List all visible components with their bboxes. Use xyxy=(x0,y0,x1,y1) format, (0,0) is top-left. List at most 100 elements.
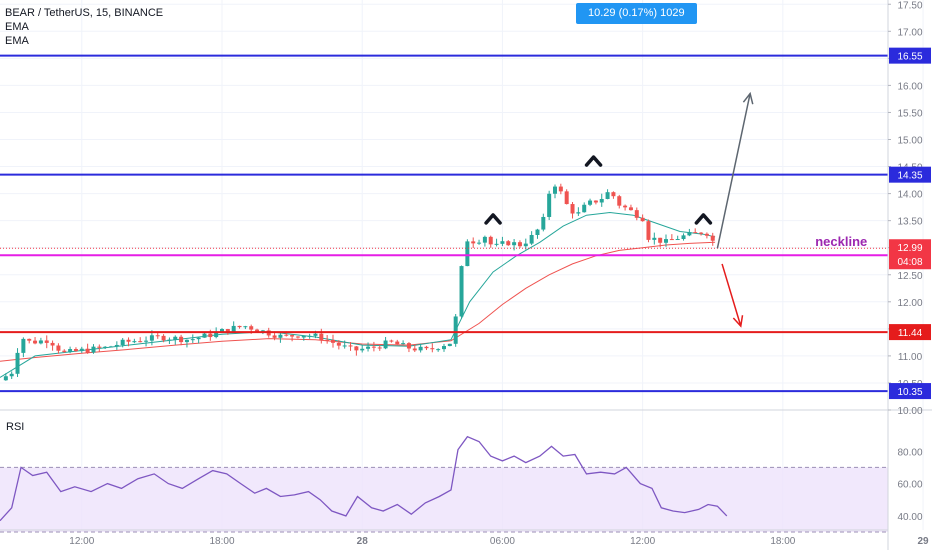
candle-body xyxy=(295,336,300,338)
candle-body xyxy=(225,329,230,332)
rsi-line xyxy=(0,435,728,522)
pattern-marker[interactable] xyxy=(484,213,502,225)
trend-arrow[interactable] xyxy=(716,93,751,249)
candle-body xyxy=(500,241,505,244)
candle-body xyxy=(675,239,680,241)
candle-body xyxy=(190,339,195,341)
candle-body xyxy=(512,242,517,246)
rsi-tick-label: 40.00 xyxy=(897,512,922,523)
candle-body xyxy=(541,216,546,230)
price-tick-label: 17.50 xyxy=(897,0,922,11)
candle-body xyxy=(38,340,43,344)
time-tick-label: 06:00 xyxy=(490,536,515,547)
candle-body xyxy=(506,241,511,246)
rsi-tick-label: 60.00 xyxy=(897,480,922,491)
level-price-label: 11.44 xyxy=(898,328,923,339)
measure-tooltip: 10.29 (0.17%) 1029 xyxy=(576,3,697,24)
candle-body xyxy=(231,325,236,332)
trend-arrow[interactable] xyxy=(721,263,742,327)
candle-body xyxy=(278,334,283,338)
candle-body xyxy=(640,217,645,222)
candle-body xyxy=(50,342,55,346)
candle-body xyxy=(517,242,522,247)
candle-body xyxy=(342,345,347,347)
level-price-label: 10.35 xyxy=(897,387,922,398)
candle-body xyxy=(161,335,166,341)
ema-legend-2[interactable]: EMA xyxy=(5,35,29,47)
price-tick-label: 15.50 xyxy=(897,108,922,119)
candle-body xyxy=(272,335,277,338)
candle-body xyxy=(290,335,295,337)
horizontal-levels[interactable] xyxy=(0,54,888,393)
candle-body xyxy=(243,326,248,328)
candle-body xyxy=(114,344,119,347)
candle-body xyxy=(570,204,575,214)
time-tick-label: 12:00 xyxy=(630,536,655,547)
candle-body xyxy=(459,266,464,317)
candle-body xyxy=(255,329,260,332)
symbol-title[interactable]: BEAR / TetherUS, 15, BINANCE xyxy=(5,7,164,19)
candle-body xyxy=(348,345,353,347)
pattern-marker[interactable] xyxy=(694,213,713,225)
candle-body xyxy=(699,232,704,234)
candle-body xyxy=(284,334,289,336)
candle-body xyxy=(3,376,8,381)
candles xyxy=(3,183,715,381)
rsi-label[interactable]: RSI xyxy=(6,421,25,433)
candle-body xyxy=(523,243,528,247)
level-price-label: 14.35 xyxy=(897,171,922,182)
candle-body xyxy=(109,346,113,348)
candle-body xyxy=(208,333,213,338)
candle-body xyxy=(179,336,184,343)
candle-body xyxy=(27,338,32,341)
candle-body xyxy=(360,348,365,351)
candle-body xyxy=(547,193,552,217)
annotations[interactable]: neckline xyxy=(484,91,867,328)
candle-body xyxy=(336,342,341,346)
candle-body xyxy=(664,239,668,243)
candle-body xyxy=(564,191,569,205)
price-tick-label: 12.50 xyxy=(897,271,922,282)
candle-body xyxy=(79,348,84,352)
candle-body xyxy=(652,237,657,240)
candle-body xyxy=(202,333,207,338)
rsi-tick-label: 80.00 xyxy=(897,447,922,458)
candle-body xyxy=(605,192,610,199)
candle-body xyxy=(21,338,26,353)
candle-body xyxy=(646,221,651,240)
price-tick-label: 14.00 xyxy=(897,190,922,201)
candle-body xyxy=(184,339,189,343)
candle-body xyxy=(56,345,61,351)
candle-body xyxy=(301,335,306,338)
candle-body xyxy=(138,341,143,343)
candle-body xyxy=(214,332,219,338)
level-price-tag xyxy=(889,324,931,341)
candle-body xyxy=(9,373,14,377)
candle-body xyxy=(658,237,663,243)
candle-body xyxy=(167,339,172,341)
candle-body xyxy=(669,239,674,241)
price-tick-label: 16.00 xyxy=(897,81,922,92)
neckline-label[interactable]: neckline xyxy=(815,234,867,249)
candle-body xyxy=(593,200,598,203)
candle-body xyxy=(412,348,417,351)
candle-body xyxy=(237,325,242,328)
time-tick-label: 28 xyxy=(357,536,369,547)
candle-body xyxy=(465,241,470,267)
candle-body xyxy=(553,186,557,194)
candle-body xyxy=(62,350,67,352)
ema-legend-1[interactable]: EMA xyxy=(5,21,29,33)
candle-body xyxy=(389,340,394,342)
candle-body xyxy=(155,335,160,337)
pattern-marker[interactable] xyxy=(584,155,603,167)
candle-body xyxy=(494,243,499,245)
rsi-band xyxy=(0,466,888,533)
candle-body xyxy=(628,207,633,211)
candle-body xyxy=(395,341,400,345)
candle-body xyxy=(377,347,382,349)
candle-body xyxy=(599,198,604,203)
candle-body xyxy=(693,232,698,234)
candle-body xyxy=(91,346,96,353)
candle-body xyxy=(623,205,628,208)
